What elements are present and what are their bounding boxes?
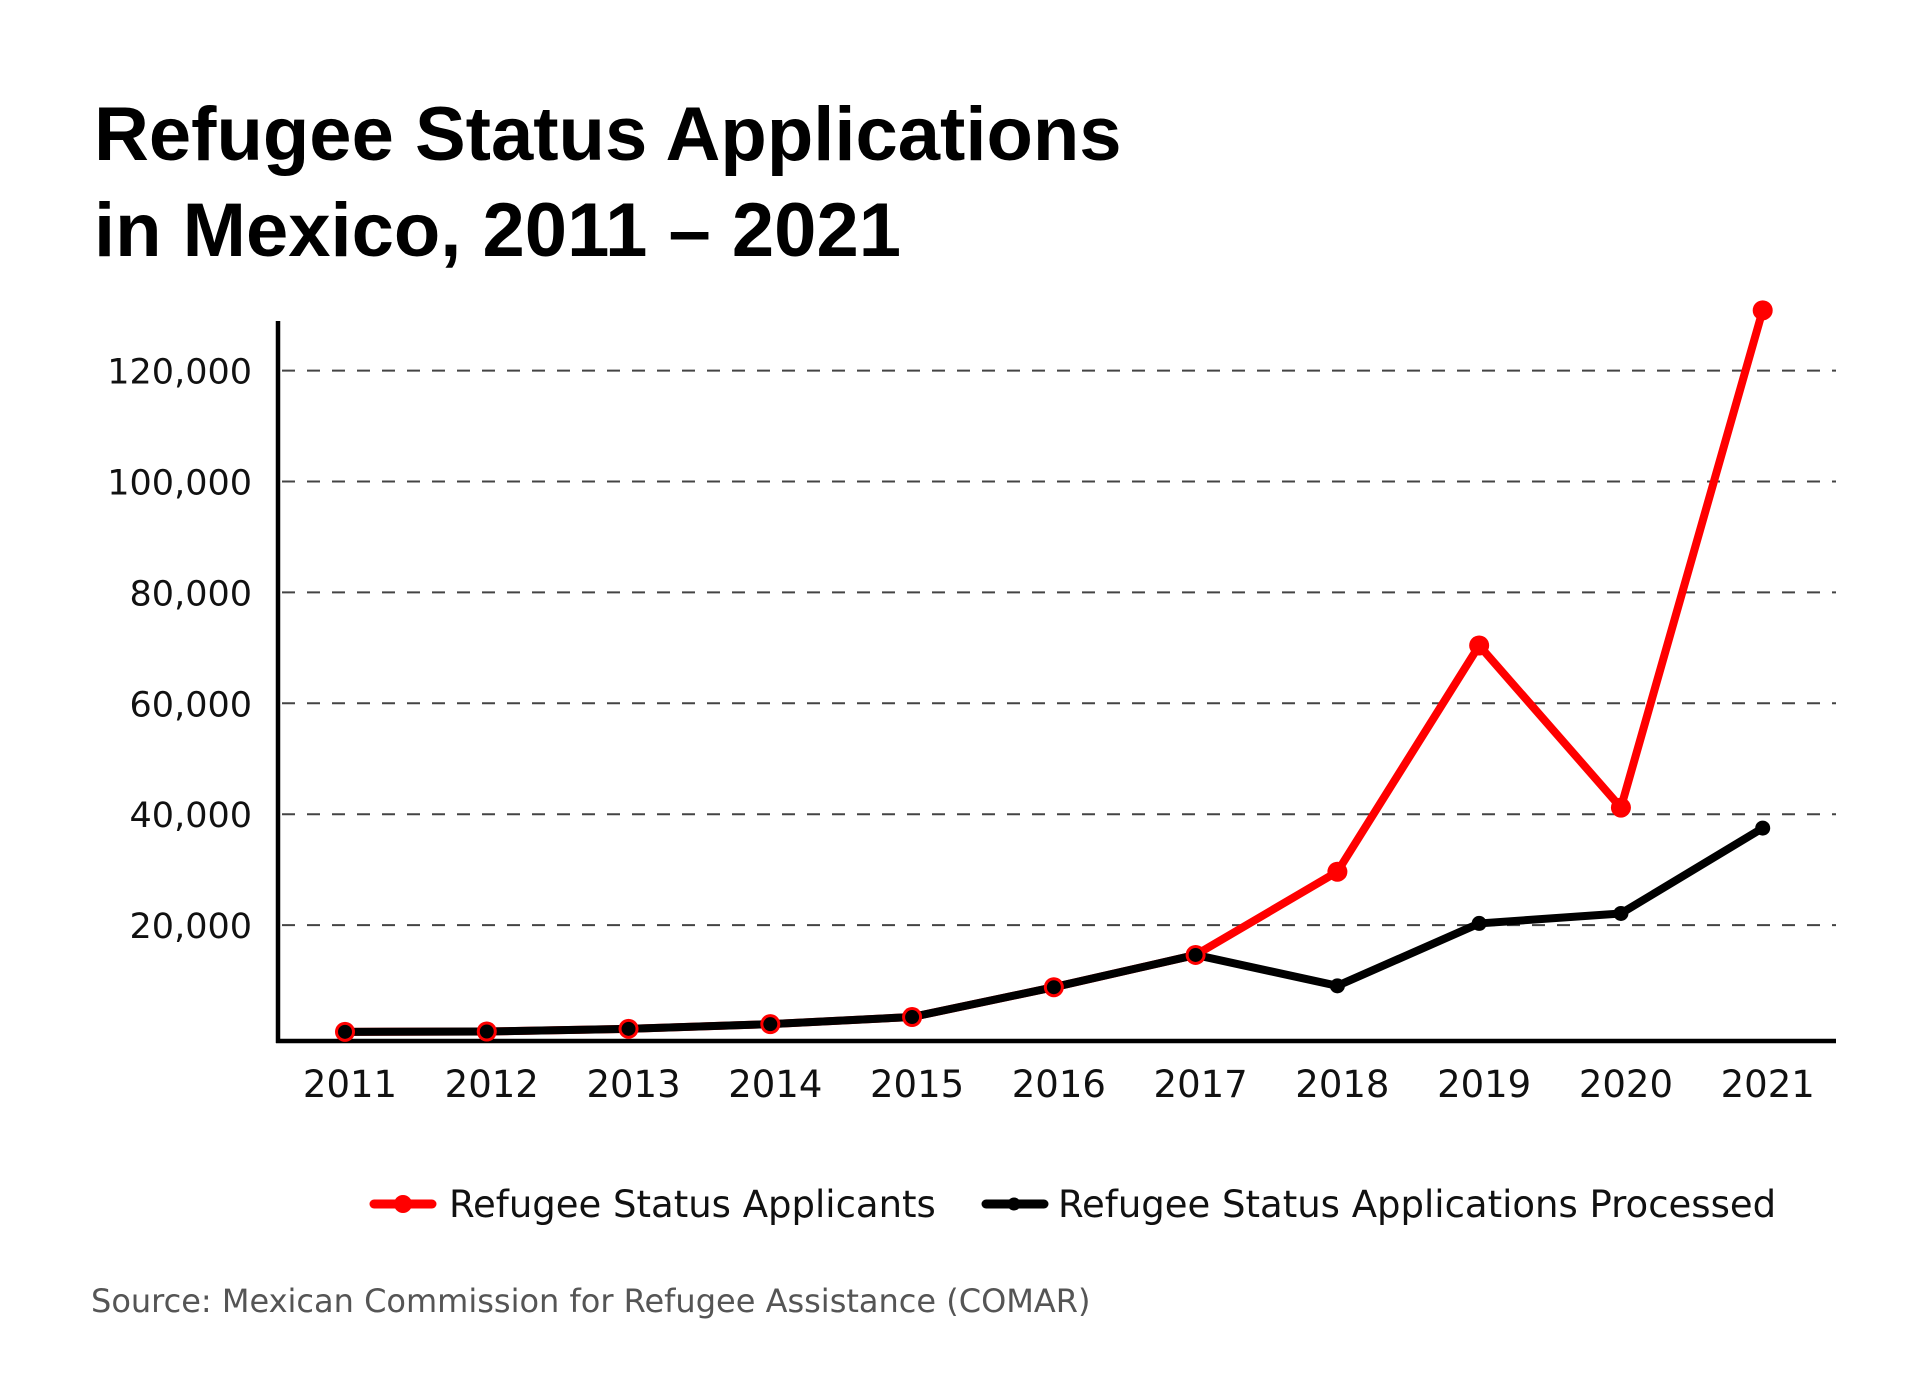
legend-swatch-applicants-marker xyxy=(394,1195,412,1213)
legend-item-processed: Refugee Status Applications Processed xyxy=(981,1183,1776,1226)
data-point-processed-2020 xyxy=(1613,905,1629,921)
y-tick-label: 120,000 xyxy=(107,353,252,393)
series-line-processed xyxy=(341,824,1767,1036)
data-point-processed-2011 xyxy=(338,1024,352,1039)
y-tick-label: 20,000 xyxy=(130,907,252,947)
x-tick-label: 2015 xyxy=(870,1063,964,1106)
x-tick-label: 2017 xyxy=(1154,1063,1248,1106)
series-layer xyxy=(335,300,1773,1042)
x-axis-tick-labels: 2011 2012 2013 2014 2015 2016 2017 2018 2019 2020… xyxy=(303,1063,1815,1106)
chart-title: Refugee Status Applications in Mexico, 2… xyxy=(94,92,1122,273)
legend-label-applicants: Refugee Status Applicants xyxy=(449,1183,936,1226)
data-point-applicants-2021 xyxy=(1752,300,1773,321)
y-tick-label: 100,000 xyxy=(107,464,252,504)
data-point-processed-2017 xyxy=(1188,947,1203,962)
x-tick-label: 2012 xyxy=(445,1063,539,1106)
legend-item-applicants: Refugee Status Applicants xyxy=(369,1183,936,1226)
data-point-applicants-2020 xyxy=(1610,797,1631,818)
legend-swatch-processed-marker xyxy=(1007,1197,1021,1211)
chart-title-line-1: Refugee Status Applications xyxy=(94,92,1122,177)
data-point-processed-2019 xyxy=(1471,915,1487,931)
legend: Refugee Status Applicants Refugee Status… xyxy=(369,1183,1776,1226)
x-tick-label: 2014 xyxy=(728,1063,822,1106)
x-tick-label: 2013 xyxy=(586,1063,680,1106)
y-tick-label: 40,000 xyxy=(130,796,252,836)
x-tick-label: 2021 xyxy=(1721,1063,1815,1106)
x-tick-label: 2019 xyxy=(1437,1063,1531,1106)
data-point-processed-2014 xyxy=(763,1017,778,1032)
data-point-processed-2018 xyxy=(1329,978,1345,994)
x-tick-label: 2011 xyxy=(303,1063,397,1106)
x-tick-label: 2018 xyxy=(1295,1063,1389,1106)
gridlines xyxy=(282,369,1836,927)
data-point-processed-2013 xyxy=(621,1021,636,1036)
data-point-applicants-2018 xyxy=(1327,861,1348,882)
legend-label-processed: Refugee Status Applications Processed xyxy=(1058,1183,1776,1226)
data-point-processed-2012 xyxy=(479,1024,494,1039)
series-line-applicants xyxy=(341,306,1767,1036)
data-point-processed-2016 xyxy=(1046,980,1061,995)
data-point-processed-2015 xyxy=(905,1010,920,1025)
x-tick-label: 2016 xyxy=(1012,1063,1106,1106)
x-tick-label: 2020 xyxy=(1579,1063,1673,1106)
source-note: Source: Mexican Commission for Refugee A… xyxy=(91,1282,1090,1320)
chart-title-line-2: in Mexico, 2011 – 2021 xyxy=(94,188,901,273)
data-point-applicants-2019 xyxy=(1469,635,1490,656)
y-axis-tick-labels: 20,000 40,000 60,000 80,000 100,000 120,000 xyxy=(107,353,252,947)
data-point-processed-2021 xyxy=(1755,820,1771,836)
y-tick-label: 80,000 xyxy=(130,574,252,614)
y-tick-label: 60,000 xyxy=(130,685,252,725)
